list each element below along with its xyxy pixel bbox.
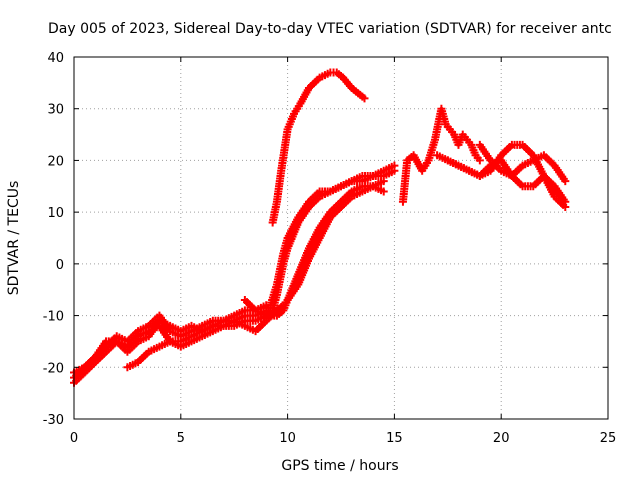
data-point (379, 177, 388, 186)
series-track-c (70, 161, 399, 377)
y-tick-label: -10 (43, 310, 64, 325)
y-tick-label: 20 (47, 154, 64, 169)
data-point (561, 197, 570, 206)
data-point (360, 94, 369, 103)
x-tick-label: 25 (600, 431, 617, 446)
axis-ticks: 0 5 10 15 20 25 -30 -20 -10 0 10 20 30 40 (43, 51, 617, 446)
y-tick-label: -30 (43, 413, 64, 428)
data-point (475, 156, 484, 165)
y-tick-label: 0 (56, 258, 64, 273)
y-tick-label: 10 (47, 206, 64, 221)
y-tick-label: 30 (47, 103, 64, 118)
y-tick-label: -20 (43, 361, 64, 376)
series-scattered-15-18h (398, 104, 484, 206)
x-tick-label: 10 (279, 431, 296, 446)
data-series (70, 68, 570, 387)
x-tick-label: 5 (177, 431, 185, 446)
y-tick-label: 40 (47, 51, 64, 66)
chart-title: Day 005 of 2023, Sidereal Day-to-day VTE… (48, 21, 612, 37)
data-point (390, 161, 399, 170)
x-tick-label: 15 (386, 431, 403, 446)
series-track-g (443, 156, 570, 206)
x-tick-label: 20 (493, 431, 510, 446)
plot-frame (73, 56, 609, 420)
series-track-h (475, 140, 570, 186)
series-track-e (240, 182, 388, 320)
data-point (379, 187, 388, 196)
x-tick-label: 0 (70, 431, 78, 446)
x-axis-label: GPS time / hours (281, 458, 398, 474)
y-axis-label: SDTVAR / TECUs (6, 181, 22, 296)
data-point (561, 177, 570, 186)
